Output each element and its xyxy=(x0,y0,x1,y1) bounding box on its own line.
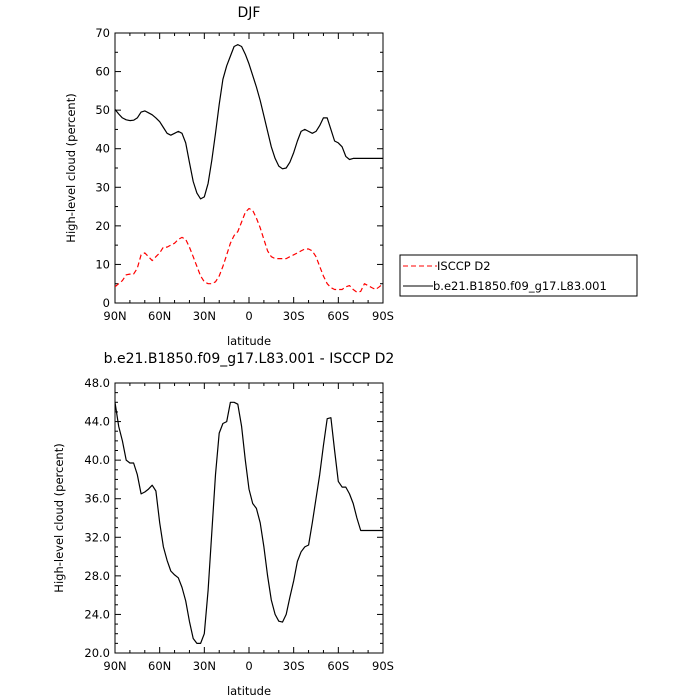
top-xtick-label: 0 xyxy=(245,309,252,323)
bottom-panel: b.e21.B1850.f09_g17.L83.001 - ISCCP D2 9… xyxy=(52,351,394,698)
bottom-ytick-label: 44.0 xyxy=(84,415,110,429)
top-xtick-label: 60S xyxy=(327,309,349,323)
bottom-ytick-label: 24.0 xyxy=(84,607,110,621)
top-ylabel: High-level cloud (percent) xyxy=(64,93,78,242)
legend-label-model: b.e21.B1850.f09_g17.L83.001 xyxy=(433,279,607,293)
top-ytick-label: 30 xyxy=(95,180,110,194)
top-xtick-label: 30N xyxy=(193,309,216,323)
top-xtick-label: 90N xyxy=(103,309,126,323)
legend: ISCCP D2 b.e21.B1850.f09_g17.L83.001 xyxy=(399,254,638,297)
top-ytick-label: 20 xyxy=(95,219,110,233)
top-axes: 90N 60N 30N 0 30S 60S 90S 0 10 20 30 40 50 60 70 xyxy=(95,26,394,323)
bottom-series-line-0 xyxy=(115,401,383,645)
legend-box xyxy=(399,254,638,297)
bottom-title: b.e21.B1850.f09_g17.L83.001 - ISCCP D2 xyxy=(104,351,395,367)
top-xlabel: latitude xyxy=(227,334,271,348)
legend-label-isccp: ISCCP D2 xyxy=(437,259,491,273)
top-ytick-label: 10 xyxy=(95,257,110,271)
top-ytick-label: 40 xyxy=(95,142,110,156)
top-ytick-label: 70 xyxy=(95,26,110,40)
top-series-line-0 xyxy=(115,207,383,293)
bottom-series xyxy=(115,401,383,645)
top-xtick-label: 30S xyxy=(283,309,305,323)
bottom-xtick-label: 90N xyxy=(103,659,126,673)
bottom-xtick-label: 30S xyxy=(283,659,305,673)
top-ytick-label: 50 xyxy=(95,103,110,117)
bottom-xlabel: latitude xyxy=(227,684,271,698)
top-title: DJF xyxy=(238,5,261,21)
top-ytick-label: 60 xyxy=(95,65,110,79)
top-ytick-label: 0 xyxy=(103,296,110,310)
top-series xyxy=(115,43,383,293)
top-panel: DJF 90N 60N 30N 0 30S 60S 90S 0 10 20 30 40 50 60 70 l… xyxy=(64,5,394,348)
top-plot-frame xyxy=(114,32,384,304)
bottom-ytick-label: 48.0 xyxy=(84,376,110,390)
bottom-ytick-label: 20.0 xyxy=(84,646,110,660)
top-xtick-label: 60N xyxy=(148,309,171,323)
top-xtick-label: 90S xyxy=(372,309,394,323)
bottom-xtick-label: 60S xyxy=(327,659,349,673)
top-series-line-1 xyxy=(115,43,383,200)
bottom-xtick-label: 30N xyxy=(193,659,216,673)
bottom-xtick-label: 0 xyxy=(245,659,252,673)
bottom-ytick-label: 40.0 xyxy=(84,453,110,467)
bottom-ytick-label: 36.0 xyxy=(84,492,110,506)
bottom-plot-frame xyxy=(114,382,384,654)
bottom-xtick-label: 90S xyxy=(372,659,394,673)
bottom-ylabel: High-level cloud (percent) xyxy=(52,443,66,592)
bottom-ytick-label: 32.0 xyxy=(84,530,110,544)
bottom-axes: 90N 60N 30N 0 30S 60S 90S 20.0 24.0 28.0 32.0 36.0 4… xyxy=(84,376,394,673)
bottom-ytick-label: 28.0 xyxy=(84,569,110,583)
bottom-xtick-label: 60N xyxy=(148,659,171,673)
